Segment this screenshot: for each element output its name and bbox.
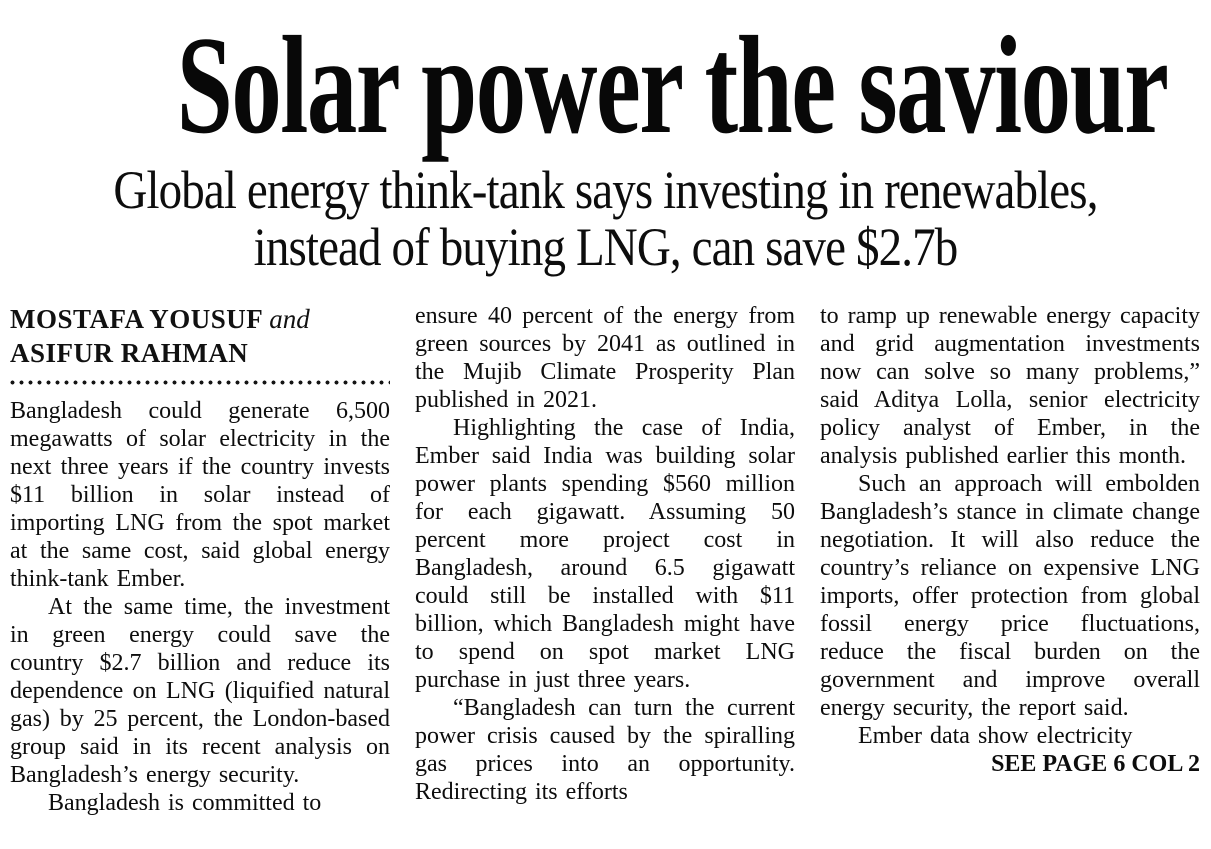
byline-author-2: ASIFUR RAHMAN: [10, 338, 249, 368]
byline: MOSTAFA YOUSUF and ASIFUR RAHMAN: [10, 302, 390, 370]
article-paragraph: Bangladesh is committed to: [48, 790, 322, 816]
article-column-2: ensure 40 percent of the energy from gre…: [415, 302, 795, 849]
article-paragraph: At the same time, the investment in gree…: [10, 594, 390, 788]
article-columns: MOSTAFA YOUSUF and ASIFUR RAHMAN Banglade…: [10, 302, 1201, 849]
byline-divider: [10, 380, 390, 385]
article-paragraph: Highlighting the case of India, Ember sa…: [415, 415, 795, 693]
article-headline: Solar power the saviour: [176, 8, 1169, 163]
byline-conjunction: and: [269, 304, 310, 334]
article-paragraph: Bangladesh could generate 6,500 megawatt…: [10, 398, 390, 592]
article-paragraph: Such an approach will embolden Banglades…: [820, 471, 1200, 721]
article-paragraph: ensure 40 percent of the energy from gre…: [415, 303, 795, 413]
jump-line: SEE PAGE 6 COL 2: [991, 751, 1200, 777]
byline-author-1: MOSTAFA YOUSUF: [10, 304, 264, 334]
article-subheadline: Global energy think-tank says investing …: [10, 162, 1201, 276]
article-paragraph: Ember data show electricity: [858, 723, 1133, 749]
subheadline-line-1: Global energy think-tank says investing …: [113, 160, 1098, 220]
article-paragraph: to ramp up renewable energy capacity and…: [820, 303, 1200, 469]
article-column-1: MOSTAFA YOUSUF and ASIFUR RAHMAN Banglade…: [10, 302, 390, 849]
subheadline-line-2: instead of buying LNG, can save $2.7b: [253, 217, 959, 277]
article-paragraph: “Bangladesh can turn the current power c…: [415, 695, 795, 805]
article-column-3: to ramp up renewable energy capacity and…: [820, 302, 1200, 849]
